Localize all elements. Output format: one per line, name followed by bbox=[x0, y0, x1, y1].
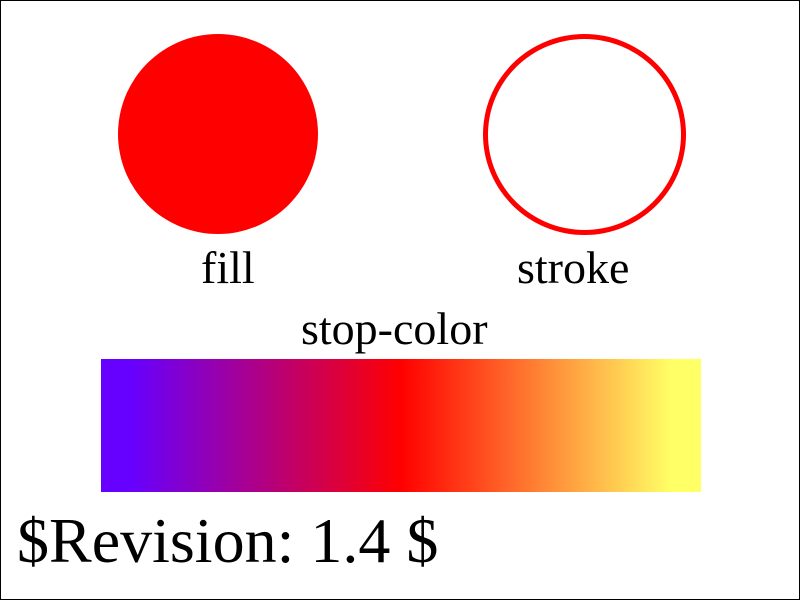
stroke-label: stroke bbox=[517, 242, 630, 293]
filled-red-circle bbox=[118, 34, 318, 234]
stroked-red-circle bbox=[483, 34, 686, 235]
gradient-bar bbox=[101, 359, 701, 492]
fill-label: fill bbox=[201, 242, 255, 293]
stop-color-label: stop-color bbox=[301, 303, 488, 354]
revision-text: $Revision: 1.4 $ bbox=[17, 505, 439, 576]
